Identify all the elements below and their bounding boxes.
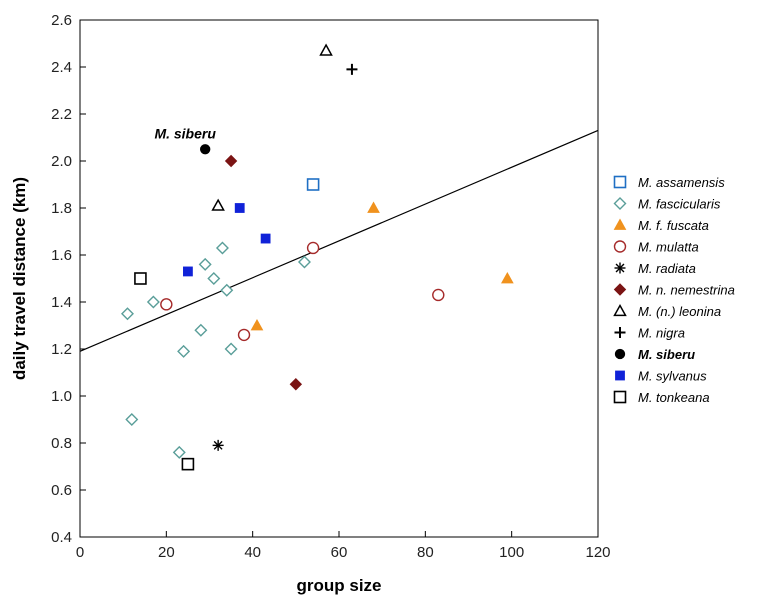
data-point [177, 344, 191, 358]
data-points [120, 43, 514, 471]
data-point [198, 257, 212, 271]
data-point [297, 255, 311, 269]
legend-marker [613, 303, 627, 317]
legend-label: M. sylvanus [638, 369, 707, 384]
legend-marker [613, 283, 627, 296]
legend-item: M. radiata [614, 261, 696, 276]
legend-item: M. nigra [614, 326, 685, 341]
legend-label: M. tonkeana [638, 390, 710, 405]
legend-marker [613, 218, 627, 230]
data-point [125, 413, 139, 426]
legend-label: M. siberu [638, 347, 695, 362]
y-tick-label: 0.6 [51, 482, 72, 499]
data-point [306, 178, 320, 191]
legend-item: M. mulatta [613, 240, 699, 255]
x-tick-label: 120 [585, 544, 610, 561]
x-tick-label: 60 [331, 544, 348, 561]
legend-item: M. tonkeana [613, 390, 710, 405]
data-point [501, 271, 514, 284]
y-axis-label: daily travel distance (km) [10, 177, 29, 380]
data-point [306, 241, 320, 255]
y-tick-label: 1.2 [51, 341, 72, 358]
data-point [237, 328, 251, 342]
plot-frame [79, 19, 599, 538]
x-tick-label: 20 [158, 544, 175, 561]
data-point [181, 457, 195, 471]
data-point [260, 233, 271, 244]
data-point [134, 272, 147, 285]
data-point [172, 445, 186, 459]
legend-item: M. fascicularis [613, 197, 721, 212]
data-point [207, 272, 221, 285]
data-point [215, 241, 229, 255]
legend-label: M. assamensis [638, 175, 725, 190]
data-point [183, 266, 193, 277]
y-tick-label: 2.2 [51, 106, 72, 123]
y-tick-label: 1.0 [51, 388, 72, 405]
legend-marker [613, 390, 627, 404]
x-axis-label: group size [296, 576, 381, 595]
x-tick-label: 40 [244, 544, 261, 561]
data-point [160, 298, 173, 311]
data-point [367, 201, 380, 213]
regression-line [79, 129, 599, 352]
y-tick-label: 0.8 [51, 435, 72, 452]
data-point [120, 307, 134, 321]
x-tick-label: 0 [76, 544, 84, 561]
legend-item: M. f. fuscata [613, 218, 709, 233]
data-point [432, 288, 445, 302]
legend-marker [615, 370, 625, 381]
legend-item: M. siberu [614, 347, 695, 362]
data-point [319, 43, 333, 56]
data-point [289, 378, 303, 391]
legend-marker [613, 240, 627, 253]
legend-item: M. n. nemestrina [613, 283, 735, 298]
legend-item: M. (n.) leonina [613, 303, 721, 319]
y-tick-label: 1.6 [51, 247, 72, 264]
legend-item: M. sylvanus [615, 369, 707, 384]
legend-label: M. fascicularis [638, 197, 721, 212]
plot-area [79, 19, 599, 538]
y-tick-label: 2.6 [51, 12, 72, 29]
data-point [200, 144, 211, 155]
legend-label: M. (n.) leonina [638, 304, 721, 319]
y-tick-label: 2.4 [51, 59, 72, 76]
x-tick-label: 100 [499, 544, 524, 561]
data-point [250, 318, 264, 331]
data-point [212, 439, 224, 451]
legend-label: M. n. nemestrina [638, 283, 735, 298]
data-point [224, 154, 238, 168]
y-tick-label: 1.8 [51, 200, 72, 217]
data-point [194, 323, 208, 337]
data-point [211, 198, 225, 211]
axis-ticks: 0 20 40 60 80 100 120 0.4 0.6 0.8 1.0 1.2 1.4 1.6 1.8 2… [51, 12, 610, 561]
legend-marker [613, 197, 627, 210]
legend-label: M. f. fuscata [638, 218, 709, 233]
data-point [346, 63, 358, 75]
data-point [224, 342, 238, 356]
y-tick-label: 0.4 [51, 529, 72, 546]
legend-label: M. nigra [638, 326, 685, 341]
legend-marker [614, 327, 626, 338]
legend-label: M. mulatta [638, 240, 699, 255]
legend-marker [614, 348, 626, 360]
y-tick-label: 2.0 [51, 153, 72, 170]
regression-line-path [79, 129, 599, 352]
legend-marker [614, 262, 626, 274]
legend-label: M. radiata [638, 261, 696, 276]
data-point [146, 295, 160, 309]
legend-marker [613, 175, 627, 189]
y-tick-label: 1.4 [51, 294, 72, 311]
legend: M. assamensis M. fascicularis M. f. fuscat… [613, 175, 735, 405]
legend-item: M. assamensis [613, 175, 725, 190]
data-point [234, 203, 245, 213]
point-annotation: M. siberu [154, 125, 216, 141]
x-tick-label: 80 [417, 544, 434, 561]
data-point [220, 283, 234, 297]
